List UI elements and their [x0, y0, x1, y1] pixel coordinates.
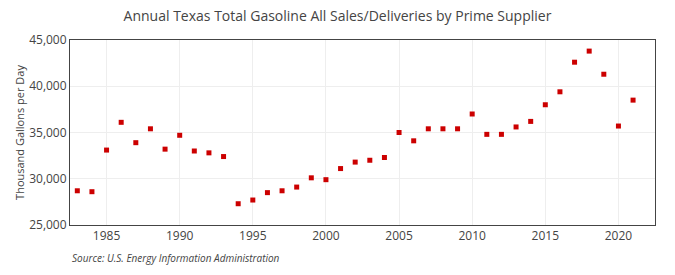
- svg-text:2000: 2000: [312, 227, 340, 244]
- svg-text:Source: U.S. Energy Informatio: Source: U.S. Energy Information Administ…: [72, 251, 280, 265]
- svg-text:1985: 1985: [93, 227, 121, 244]
- svg-text:40,000: 40,000: [29, 77, 67, 94]
- svg-text:30,000: 30,000: [29, 170, 67, 187]
- svg-text:35,000: 35,000: [29, 124, 67, 141]
- svg-text:Annual Texas Total Gasoline Al: Annual Texas Total Gasoline All Sales/De…: [124, 6, 552, 25]
- svg-text:2005: 2005: [385, 227, 413, 244]
- svg-text:25,000: 25,000: [29, 216, 67, 233]
- svg-text:45,000: 45,000: [29, 31, 67, 48]
- svg-text:2020: 2020: [605, 227, 633, 244]
- svg-text:1990: 1990: [166, 227, 194, 244]
- svg-text:2015: 2015: [532, 227, 560, 244]
- svg-text:Thousand Gallons per Day: Thousand Gallons per Day: [12, 65, 27, 200]
- svg-text:2010: 2010: [458, 227, 486, 244]
- svg-text:1995: 1995: [239, 227, 267, 244]
